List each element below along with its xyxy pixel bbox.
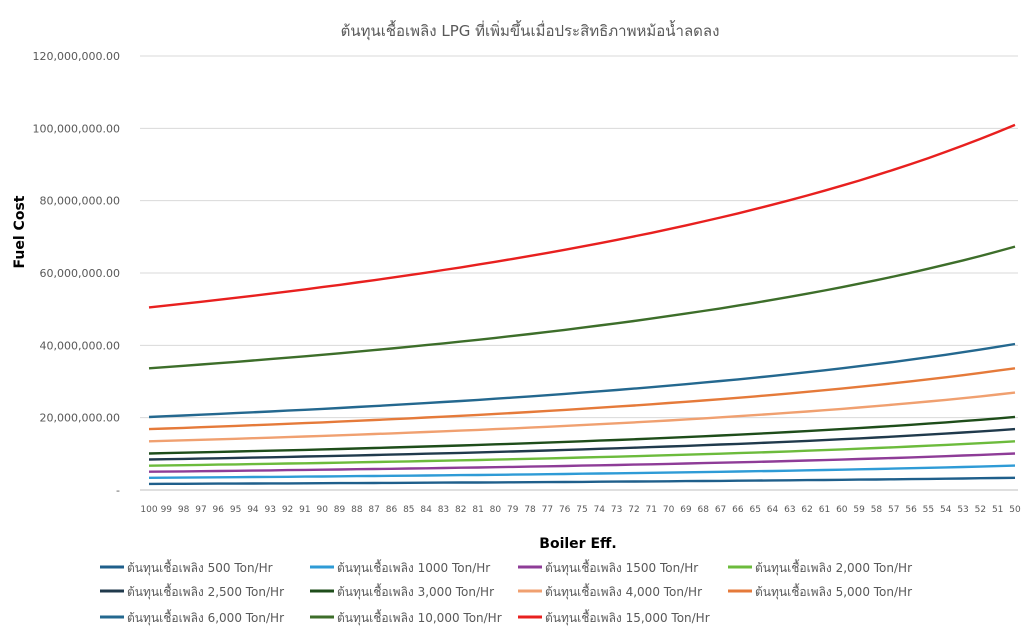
series-line <box>148 476 1016 486</box>
x-tick-label: 60 <box>836 505 848 515</box>
x-tick-label: 64 <box>767 505 779 515</box>
x-tick-label: 96 <box>213 505 225 515</box>
x-tick-label: 77 <box>542 505 553 515</box>
y-tick-label: 100,000,000.00 <box>33 122 120 135</box>
x-tick-label: 56 <box>905 505 917 515</box>
series-line <box>148 342 1016 419</box>
series-line <box>148 245 1016 370</box>
chart-title: ต้นทุนเชื้อเพลิง LPG ที่เพิ่มขึ้นเมื่อปร… <box>341 20 720 41</box>
y-tick-label: 40,000,000.00 <box>40 339 120 352</box>
x-tick-label: 68 <box>698 505 710 515</box>
x-tick-label: 97 <box>195 505 206 515</box>
x-tick-label: 87 <box>368 505 379 515</box>
y-tick-label: 80,000,000.00 <box>40 195 120 208</box>
x-tick-label: 98 <box>178 505 190 515</box>
legend-label: ต้นทุนเชื้อเพลิง 2,500 Ton/Hr <box>127 583 284 600</box>
series-line <box>148 367 1016 431</box>
x-tick-label: 91 <box>299 505 310 515</box>
legend-label: ต้นทุนเชื้อเพลิง 4,000 Ton/Hr <box>545 583 702 600</box>
x-tick-label: 58 <box>871 505 883 515</box>
x-tick-label: 85 <box>403 505 414 515</box>
legend-label: ต้นทุนเชื้อเพลิง 3,000 Ton/Hr <box>337 583 494 600</box>
x-tick-label: 53 <box>957 505 968 515</box>
x-tick-label: 82 <box>455 505 466 515</box>
series-line <box>148 440 1016 467</box>
y-axis-title: Fuel Cost <box>12 195 28 268</box>
x-tick-label: 93 <box>265 505 276 515</box>
y-tick-label: - <box>116 484 120 497</box>
series-line <box>148 452 1016 473</box>
x-tick-label: 100 <box>140 505 157 515</box>
x-tick-label: 84 <box>420 505 432 515</box>
x-axis-title: Boiler Eff. <box>539 536 616 552</box>
legend-label: ต้นทุนเชื้อเพลิง 1000 Ton/Hr <box>337 559 490 576</box>
x-tick-label: 78 <box>524 505 536 515</box>
x-tick-label: 61 <box>819 505 830 515</box>
x-tick-label: 72 <box>628 505 639 515</box>
x-tick-label: 79 <box>507 505 519 515</box>
series-line <box>148 391 1016 443</box>
y-tick-label: 60,000,000.00 <box>40 267 120 280</box>
y-tick-label: 120,000,000.00 <box>33 50 120 63</box>
x-tick-label: 90 <box>316 505 328 515</box>
legend-label: ต้นทุนเชื้อเพลิง 5,000 Ton/Hr <box>755 583 912 600</box>
x-tick-label: 63 <box>784 505 795 515</box>
x-tick-label: 95 <box>230 505 241 515</box>
x-tick-label: 52 <box>975 505 986 515</box>
x-tick-label: 65 <box>749 505 760 515</box>
x-tick-label: 83 <box>438 505 449 515</box>
legend: ต้นทุนเชื้อเพลิง 500 Ton/Hr ต้นทุนเชื้อเพ… <box>100 559 912 626</box>
x-tick-label: 57 <box>888 505 899 515</box>
y-tick-label: 20,000,000.00 <box>40 412 120 425</box>
legend-label: ต้นทุนเชื้อเพลิง 15,000 Ton/Hr <box>545 609 710 626</box>
x-tick-label: 69 <box>680 505 692 515</box>
legend-label: ต้นทุนเชื้อเพลิง 1500 Ton/Hr <box>545 559 698 576</box>
series-line <box>148 415 1016 455</box>
x-tick-label: 67 <box>715 505 726 515</box>
x-tick-label: 55 <box>923 505 934 515</box>
series-line <box>148 427 1016 461</box>
x-tick-label: 75 <box>576 505 587 515</box>
x-tick-label: 74 <box>594 505 606 515</box>
y-tick-labels: - 20,000,000.00 40,000,000.00 60,000,000.00… <box>33 50 121 497</box>
x-tick-label: 81 <box>472 505 483 515</box>
x-tick-label: 86 <box>386 505 398 515</box>
x-tick-label: 94 <box>247 505 259 515</box>
legend-label: ต้นทุนเชื้อเพลิง 10,000 Ton/Hr <box>337 609 502 626</box>
x-tick-label: 70 <box>663 505 675 515</box>
series-line <box>148 464 1016 479</box>
series-line <box>148 123 1016 309</box>
gridlines <box>140 55 1018 491</box>
x-tick-label: 80 <box>490 505 502 515</box>
x-tick-label: 54 <box>940 505 952 515</box>
x-tick-label: 92 <box>282 505 293 515</box>
legend-label: ต้นทุนเชื้อเพลิง 6,000 Ton/Hr <box>127 609 284 626</box>
x-tick-label: 76 <box>559 505 571 515</box>
legend-label: ต้นทุนเชื้อเพลิง 500 Ton/Hr <box>127 559 273 576</box>
x-tick-label: 59 <box>853 505 865 515</box>
x-tick-label: 89 <box>334 505 346 515</box>
x-tick-label: 88 <box>351 505 363 515</box>
x-tick-label: 62 <box>801 505 812 515</box>
x-tick-label: 71 <box>646 505 657 515</box>
x-tick-labels: 100 99 98 97 96 95 94 93 92 91 90 89 88 87 86 85 84 83 82 8… <box>140 505 1021 515</box>
x-tick-label: 50 <box>1009 505 1021 515</box>
x-tick-label: 73 <box>611 505 622 515</box>
x-tick-label: 51 <box>992 505 1003 515</box>
x-tick-label: 99 <box>161 505 173 515</box>
series-lines <box>148 123 1016 486</box>
x-tick-label: 66 <box>732 505 744 515</box>
legend-label: ต้นทุนเชื้อเพลิง 2,000 Ton/Hr <box>755 559 912 576</box>
